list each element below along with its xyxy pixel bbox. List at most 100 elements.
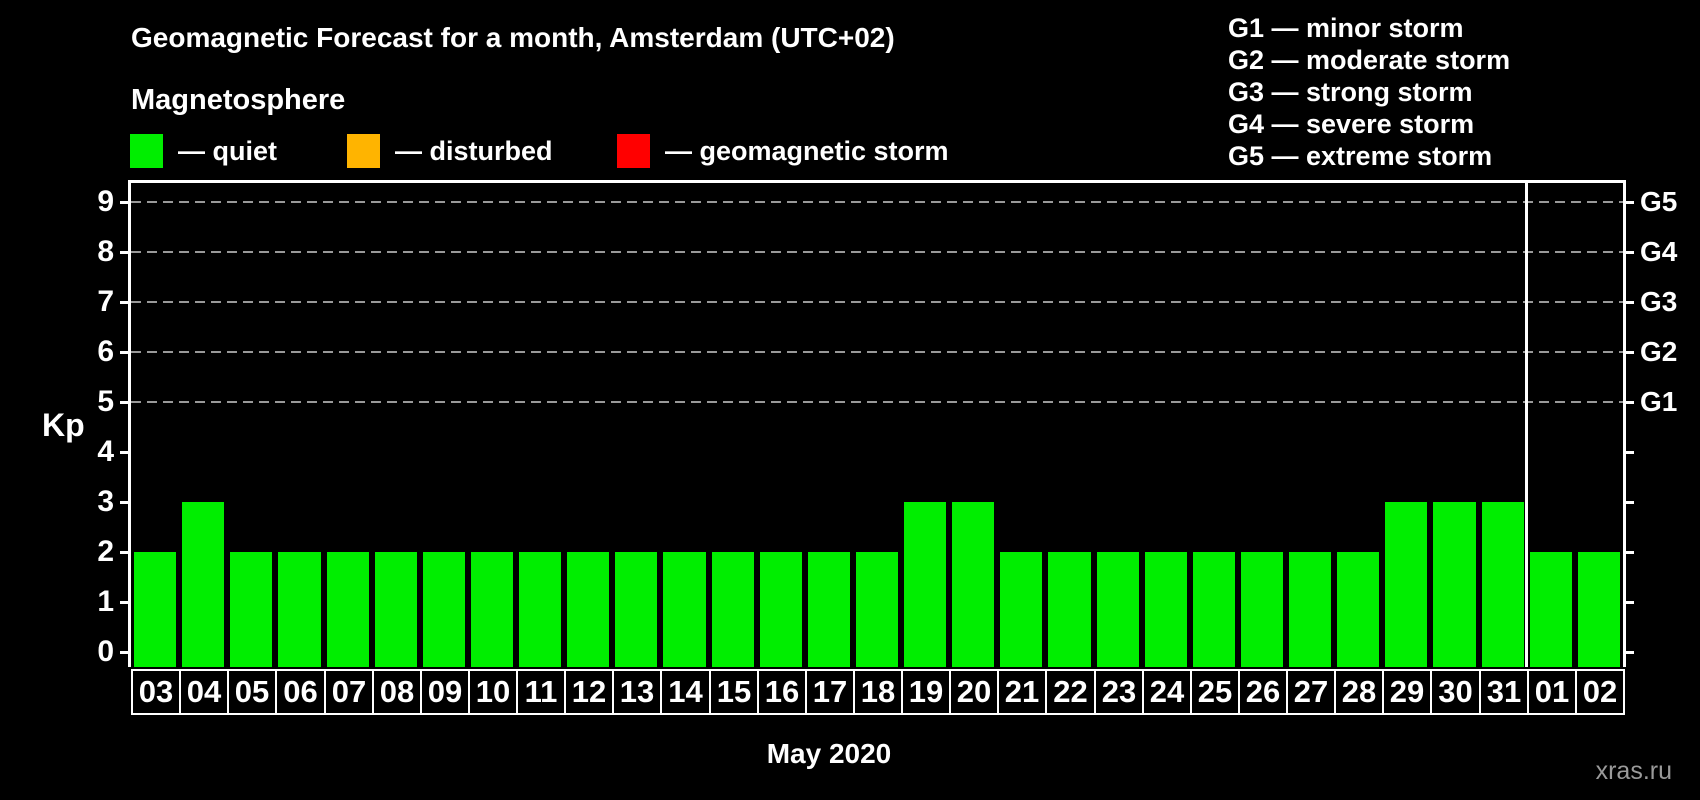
day-label-21: 21	[997, 669, 1047, 715]
left-tick-9	[120, 200, 131, 204]
legend-label-disturbed: — disturbed	[395, 135, 553, 166]
day-label-08: 08	[372, 669, 422, 715]
day-label-13: 13	[612, 669, 662, 715]
left-tick-6	[120, 350, 131, 354]
bar-day-14	[663, 552, 706, 667]
day-label-15: 15	[709, 669, 759, 715]
bar-day-12	[567, 552, 610, 667]
quiet-color-swatch-icon	[130, 134, 163, 168]
right-tick-0	[1623, 650, 1634, 654]
y-axis-tick-label-8: 8	[97, 235, 114, 268]
g-scale-legend: G1 — minor storm G2 — moderate storm G3 …	[1228, 12, 1510, 172]
left-tick-8	[120, 250, 131, 254]
bar-day-19	[904, 502, 947, 667]
right-tick-5	[1623, 400, 1634, 404]
right-axis-label-G4: G4	[1640, 236, 1678, 267]
day-label-22: 22	[1045, 669, 1096, 715]
right-tick-1	[1623, 600, 1634, 604]
plot-area	[128, 180, 1626, 667]
bar-day-10	[470, 552, 514, 667]
bar-day-06	[278, 552, 321, 667]
bar-day-25	[1192, 552, 1235, 667]
bar-day-23	[1096, 552, 1139, 667]
day-label-05: 05	[227, 669, 277, 715]
gridline-kp7	[131, 301, 1623, 303]
y-axis-tick-label-0: 0	[97, 635, 114, 668]
bar-day-15	[711, 552, 754, 667]
legend-item-storm: — geomagnetic storm	[617, 133, 949, 169]
right-tick-4	[1623, 450, 1634, 454]
y-axis-tick-label-7: 7	[97, 285, 114, 318]
day-label-17: 17	[805, 669, 855, 715]
day-label-07: 07	[324, 669, 374, 715]
bar-day-08	[374, 552, 417, 667]
month-separator-line	[1525, 183, 1529, 667]
day-label-01: 01	[1527, 669, 1577, 715]
chart-title: Geomagnetic Forecast for a month, Amster…	[131, 22, 895, 53]
bar-day-03	[134, 552, 177, 667]
right-tick-6	[1623, 350, 1634, 354]
left-tick-3	[120, 500, 131, 504]
day-label-27: 27	[1286, 669, 1336, 715]
y-axis-tick-label-4: 4	[97, 435, 114, 468]
day-label-11: 11	[516, 669, 566, 715]
bar-day-13	[615, 552, 658, 667]
day-label-02: 02	[1575, 669, 1625, 715]
bar-day-18	[855, 552, 899, 667]
day-label-16: 16	[757, 669, 807, 715]
y-axis-title: Kp	[42, 407, 85, 443]
right-tick-7	[1623, 300, 1634, 304]
left-tick-1	[120, 600, 131, 604]
right-tick-2	[1623, 550, 1634, 554]
right-axis-label-G3: G3	[1640, 286, 1678, 317]
left-tick-4	[120, 450, 131, 454]
y-axis-tick-label-3: 3	[97, 485, 114, 518]
day-label-10: 10	[468, 669, 518, 715]
day-label-09: 09	[420, 669, 470, 715]
day-label-30: 30	[1430, 669, 1481, 715]
magnetosphere-label: Magnetosphere	[131, 84, 346, 116]
y-axis-tick-label-5: 5	[97, 385, 114, 418]
day-label-28: 28	[1334, 669, 1384, 715]
g5-legend-line: G5 — extreme storm	[1228, 141, 1493, 171]
day-label-26: 26	[1238, 669, 1288, 715]
bar-day-20	[952, 502, 995, 667]
bar-day-24	[1144, 552, 1187, 667]
y-axis-tick-label-2: 2	[97, 535, 114, 568]
g4-legend-line: G4 — severe storm	[1228, 109, 1475, 139]
right-axis-label-G1: G1	[1640, 386, 1678, 417]
x-axis-title: May 2020	[766, 738, 892, 769]
day-label-23: 23	[1094, 669, 1144, 715]
bar-day-05	[230, 552, 273, 667]
gridline-kp8	[131, 251, 1623, 253]
g2-legend-line: G2 — moderate storm	[1228, 45, 1511, 75]
disturbed-color-swatch-icon	[347, 134, 380, 168]
day-label-29: 29	[1382, 669, 1432, 715]
right-axis-label-G2: G2	[1640, 336, 1678, 367]
bar-day-29	[1385, 502, 1428, 667]
bar-day-02	[1577, 552, 1620, 667]
storm-color-swatch-icon	[617, 134, 650, 168]
bar-day-26	[1240, 552, 1284, 667]
day-label-06: 06	[275, 669, 326, 715]
legend-item-disturbed: — disturbed	[347, 133, 553, 169]
gridline-kp9	[131, 201, 1623, 203]
bar-day-31	[1481, 502, 1524, 667]
bar-day-16	[759, 552, 802, 667]
bar-day-28	[1337, 552, 1380, 667]
day-label-25: 25	[1190, 669, 1240, 715]
day-label-12: 12	[564, 669, 614, 715]
right-tick-3	[1623, 500, 1634, 504]
right-tick-8	[1623, 250, 1634, 254]
right-axis-label-G5: G5	[1640, 186, 1678, 217]
day-label-18: 18	[853, 669, 903, 715]
left-tick-7	[120, 300, 131, 304]
day-label-31: 31	[1479, 669, 1529, 715]
day-label-19: 19	[901, 669, 951, 715]
bar-day-01	[1529, 552, 1572, 667]
bar-day-21	[1000, 552, 1043, 667]
day-label-04: 04	[179, 669, 229, 715]
right-tick-9	[1623, 200, 1634, 204]
y-axis-tick-label-1: 1	[97, 585, 114, 618]
